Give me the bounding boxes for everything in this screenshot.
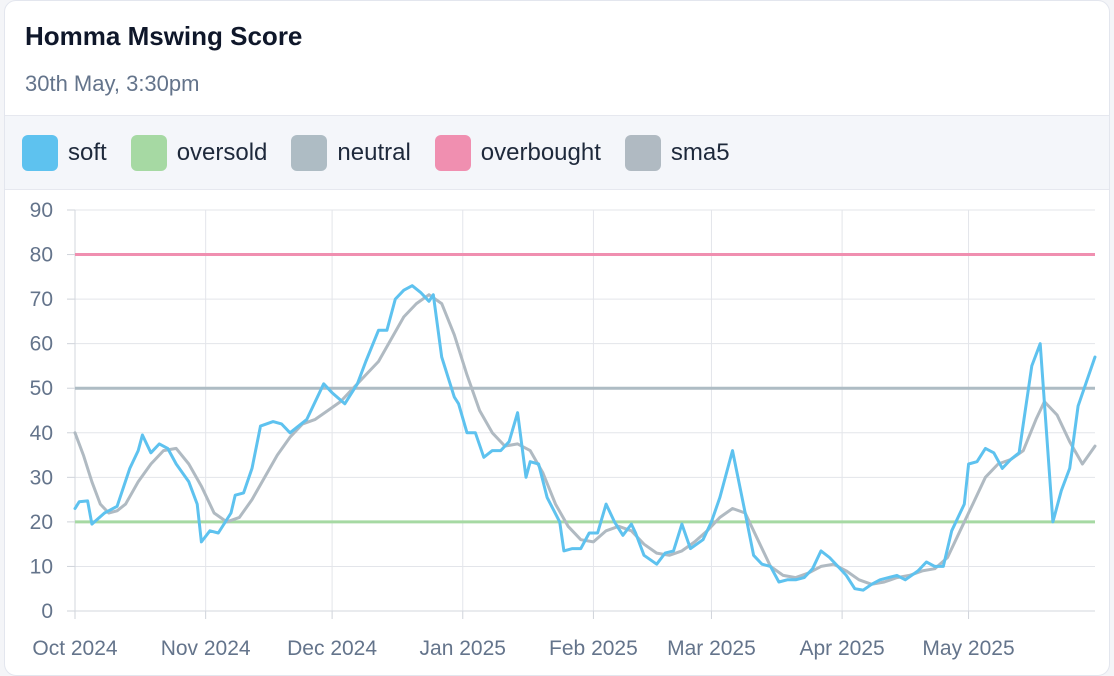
- x-tick-label: Oct 2024: [32, 637, 118, 660]
- y-tick-label: 10: [30, 555, 53, 578]
- y-tick-label: 80: [30, 244, 53, 267]
- legend-item-overbought[interactable]: overbought: [434, 134, 601, 171]
- legend-label-oversold: oversold: [176, 138, 268, 166]
- x-tick-label: Nov 2024: [161, 637, 251, 660]
- y-tick-label: 40: [30, 422, 53, 445]
- x-tick-label: Dec 2024: [287, 637, 377, 660]
- y-tick-label: 60: [30, 333, 53, 356]
- legend-item-oversold[interactable]: oversold: [130, 134, 268, 171]
- legend-swatch-soft: [22, 134, 58, 171]
- legend-swatch-oversold: [130, 134, 167, 171]
- legend-label-sma5: sma5: [670, 138, 730, 166]
- y-tick-label: 90: [30, 199, 53, 222]
- legend-item-neutral[interactable]: neutral: [291, 134, 411, 171]
- x-tick-label: Apr 2025: [799, 637, 884, 660]
- legend-label-neutral: neutral: [337, 138, 411, 166]
- x-tick-label: Jan 2025: [420, 637, 506, 660]
- chart-header: Homma Mswing Score 30th May, 3:30pm: [5, 1, 1109, 116]
- chart-title: Homma Mswing Score: [25, 21, 303, 51]
- legend-swatch-neutral: [291, 134, 328, 171]
- legend-label-soft: soft: [68, 138, 107, 166]
- legend-label-overbought: overbought: [480, 138, 601, 166]
- chart-legend: soft oversold neutral overbought sma5: [5, 116, 1109, 190]
- y-tick-label: 30: [30, 466, 53, 489]
- legend-swatch-sma5: [624, 134, 661, 171]
- chart-card: Homma Mswing Score 30th May, 3:30pm soft…: [4, 0, 1110, 676]
- series-line-soft: [73, 284, 1097, 592]
- x-tick-label: May 2025: [922, 637, 1014, 660]
- legend-swatch-overbought: [434, 134, 471, 171]
- legend-item-sma5[interactable]: sma5: [624, 134, 730, 171]
- y-tick-label: 70: [30, 288, 53, 311]
- x-tick-label: Feb 2025: [549, 637, 638, 660]
- x-tick-label: Mar 2025: [667, 637, 756, 660]
- legend-item-soft[interactable]: soft: [22, 134, 107, 171]
- y-tick-label: 20: [30, 511, 53, 534]
- chart-subtitle: 30th May, 3:30pm: [25, 71, 200, 96]
- y-tick-label: 50: [30, 377, 53, 400]
- y-tick-label: 0: [41, 600, 53, 623]
